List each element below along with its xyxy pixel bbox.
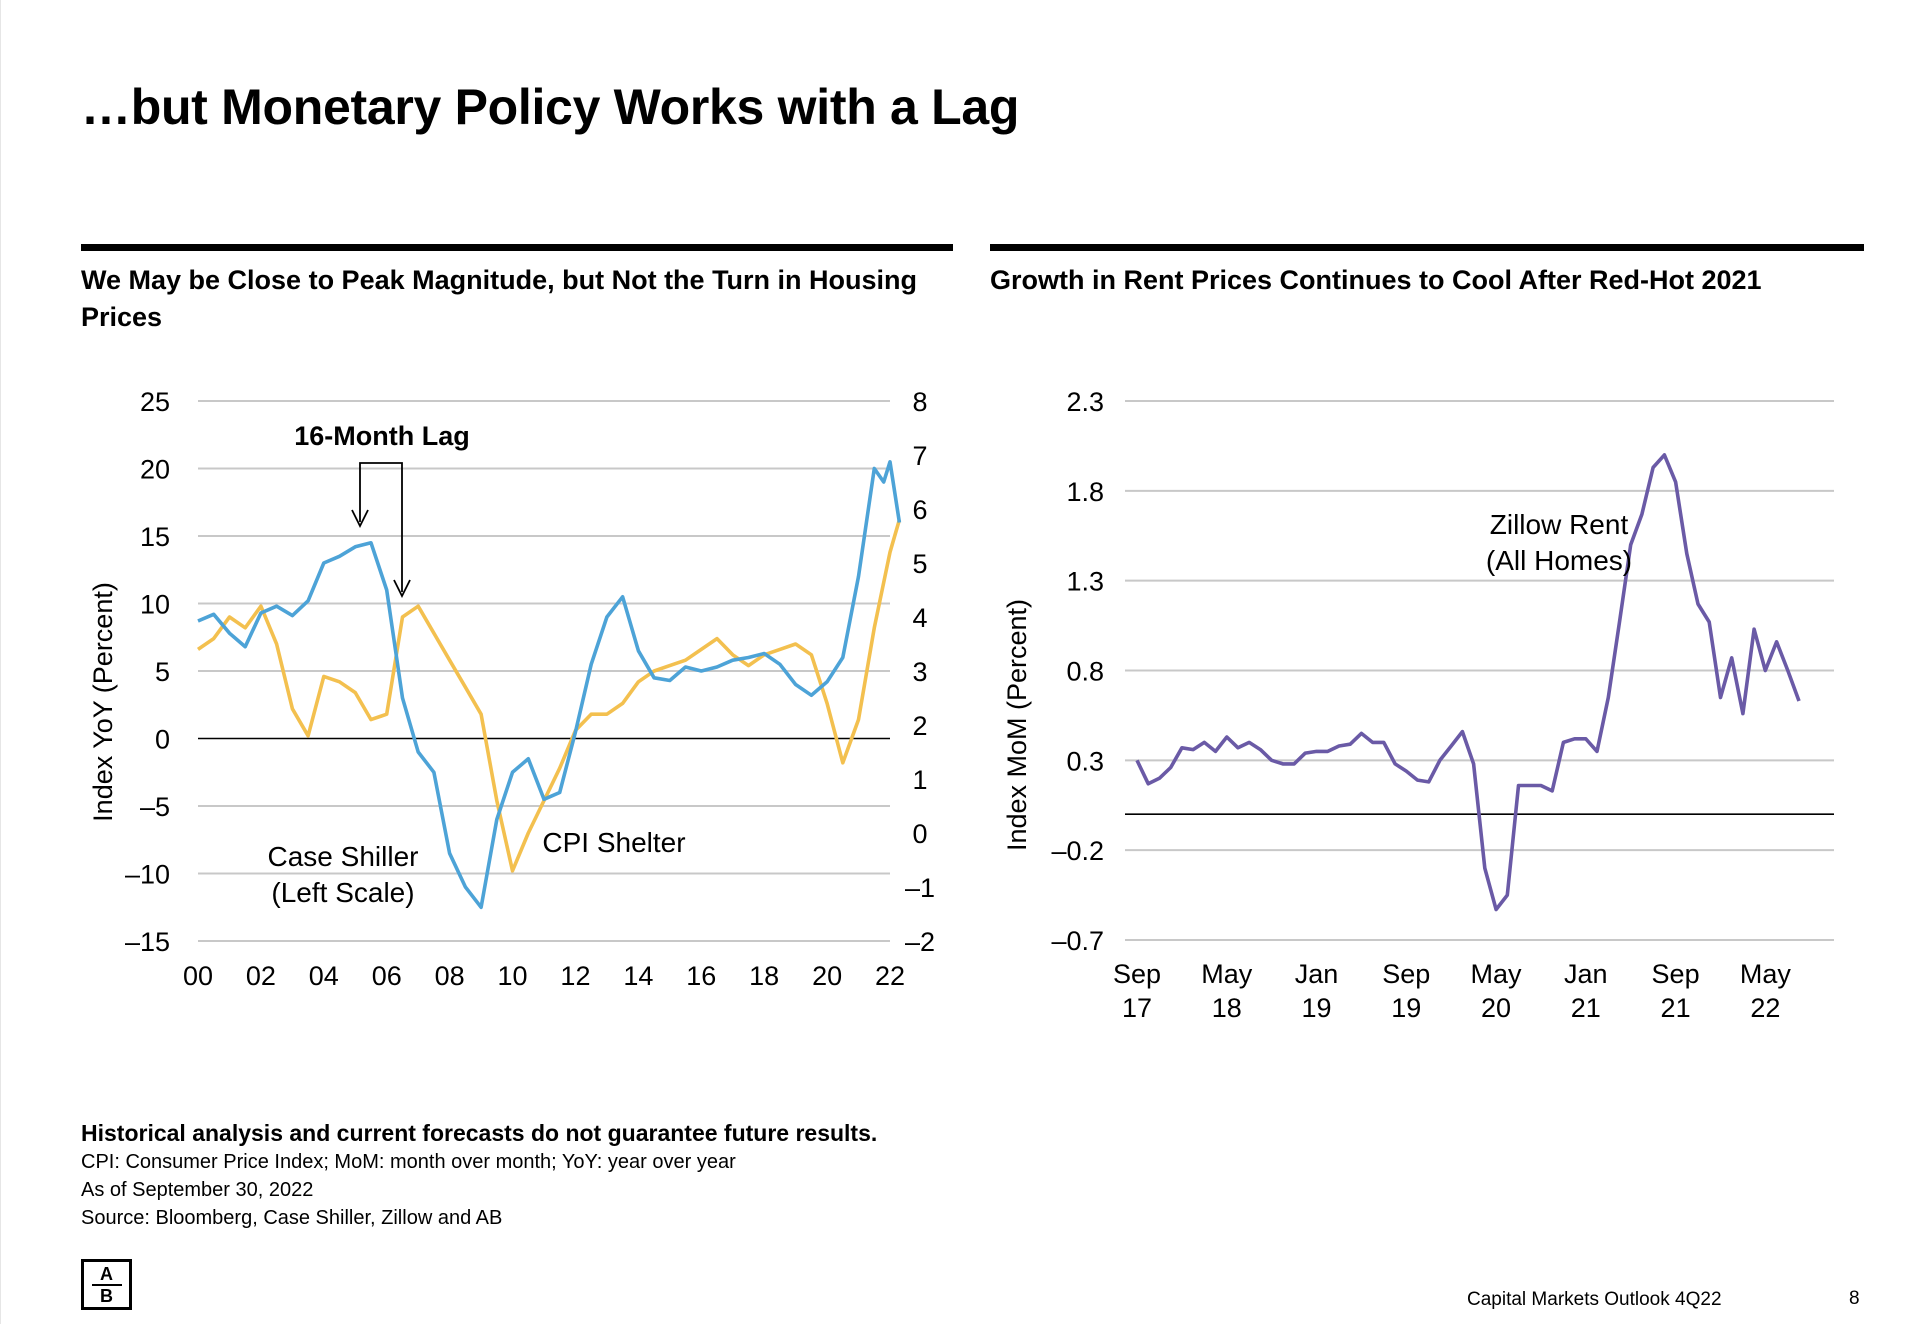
right-chart-x-tick-month: May: [1201, 959, 1253, 989]
right-y-tick: 0: [912, 819, 927, 849]
lag-bracket: [351, 462, 411, 599]
right-chart-x-tick-year: 18: [1212, 993, 1242, 1023]
left-y-tick: –15: [125, 927, 170, 957]
right-y-tick: –1: [905, 873, 935, 903]
zillow-rent-line: [1135, 453, 1801, 912]
right-chart-x-tick-month: Jan: [1295, 959, 1339, 989]
right-chart-x-tick-year: 20: [1481, 993, 1511, 1023]
right-chart-y-tick: 1.8: [1066, 477, 1104, 507]
right-chart-x-tick-month: Jan: [1564, 959, 1608, 989]
lag-annotation: 16-Month Lag: [294, 421, 470, 451]
right-y-tick: 2: [912, 711, 927, 741]
left-y-tick: 20: [140, 455, 170, 485]
case-shiller-label-line2: (Left Scale): [271, 877, 414, 908]
left-y-tick: 25: [140, 387, 170, 417]
left-y-tick: –5: [140, 792, 170, 822]
left-gridlines: [198, 400, 890, 942]
x-tick: 16: [686, 961, 716, 991]
zillow-label-line2: (All Homes): [1486, 545, 1632, 576]
abbreviations: CPI: Consumer Price Index; MoM: month ov…: [81, 1151, 736, 1173]
right-chart-x-tick-month: May: [1740, 959, 1792, 989]
right-chart-x-tick-year: 19: [1302, 993, 1332, 1023]
right-chart-x-tick-month: Sep: [1652, 959, 1700, 989]
right-y-tick: 5: [912, 549, 927, 579]
source-note: Source: Bloomberg, Case Shiller, Zillow …: [81, 1207, 503, 1229]
right-y-tick: 7: [912, 441, 927, 471]
cpi-shelter-label: CPI Shelter: [542, 827, 685, 858]
ab-logo: A B: [81, 1259, 132, 1310]
left-y-axis-label: Index YoY (Percent): [88, 582, 118, 822]
x-tick: 22: [875, 961, 905, 991]
cpi-shelter-line: [196, 519, 902, 873]
x-tick: 08: [435, 961, 465, 991]
right-y-tick: –2: [905, 927, 935, 957]
right-panel-rule: [990, 244, 1864, 251]
disclaimer: Historical analysis and current forecast…: [81, 1120, 878, 1146]
logo-letter-a: A: [100, 1263, 113, 1284]
right-tick-labels: 2.3 1.8 1.3 0.8 0.3 –0.2 –0.7 Sep 17 May 18 Jan 19 Se…: [1051, 387, 1791, 1023]
footer-notes: Historical analysis and current forecast…: [81, 1118, 877, 1232]
right-y-tick: 6: [912, 495, 927, 525]
x-tick: 14: [623, 961, 653, 991]
page-title: …but Monetary Policy Works with a Lag: [81, 79, 1020, 135]
right-y-axis-label: Index MoM (Percent): [1002, 599, 1032, 851]
right-gridlines: [1125, 400, 1834, 941]
right-y-tick: 3: [912, 657, 927, 687]
zillow-label-line1: Zillow Rent: [1490, 509, 1629, 540]
left-y-tick: 15: [140, 522, 170, 552]
x-tick: 10: [498, 961, 528, 991]
x-tick: 04: [309, 961, 339, 991]
right-chart-x-tick-month: Sep: [1113, 959, 1161, 989]
right-chart-y-tick: –0.2: [1051, 836, 1104, 866]
right-chart-x-tick-year: 21: [1571, 993, 1601, 1023]
right-chart-y-tick: 0.3: [1066, 746, 1104, 776]
right-y-tick: 8: [912, 387, 927, 417]
page-left-edge: [0, 0, 1, 1324]
x-tick: 06: [372, 961, 402, 991]
left-y-tick: 0: [155, 725, 170, 755]
right-chart-x-tick-year: 22: [1750, 993, 1780, 1023]
case-shiller-line: [197, 459, 902, 910]
logo-letter-b: B: [100, 1285, 113, 1306]
right-chart-x-tick-year: 21: [1661, 993, 1691, 1023]
x-tick: 00: [183, 961, 213, 991]
x-tick: 12: [560, 961, 590, 991]
right-chart-x-tick-month: May: [1471, 959, 1523, 989]
x-tick: 18: [749, 961, 779, 991]
right-chart-x-tick-year: 19: [1391, 993, 1421, 1023]
right-y-tick: 4: [912, 603, 927, 633]
right-y-tick: 1: [912, 765, 927, 795]
left-y-tick: 5: [155, 657, 170, 687]
case-shiller-label-line1: Case Shiller: [268, 841, 419, 872]
right-chart-y-tick: –0.7: [1051, 926, 1104, 956]
left-y-tick: –10: [125, 860, 170, 890]
publication-name: Capital Markets Outlook 4Q22: [1467, 1289, 1722, 1310]
right-chart-y-tick: 1.3: [1066, 567, 1104, 597]
left-panel-rule: [81, 244, 953, 251]
right-chart-y-tick: 0.8: [1066, 657, 1104, 687]
right-chart-y-tick: 2.3: [1066, 387, 1104, 417]
x-tick: 02: [246, 961, 276, 991]
x-tick: 20: [812, 961, 842, 991]
as-of-date: As of September 30, 2022: [81, 1179, 314, 1201]
right-chart-title: Growth in Rent Prices Continues to Cool …: [990, 265, 1762, 295]
logo-divider: [91, 1283, 122, 1286]
left-y-tick: 10: [140, 590, 170, 620]
right-chart-x-tick-year: 17: [1122, 993, 1152, 1023]
rent-growth-chart: 2.3 1.8 1.3 0.8 0.3 –0.2 –0.7 Sep 17 May 18 Jan 19 Se…: [1002, 387, 1834, 1023]
left-chart-title: We May be Close to Peak Magnitude, but N…: [81, 265, 918, 332]
page-number: 8: [1849, 1288, 1860, 1309]
right-chart-x-tick-month: Sep: [1382, 959, 1430, 989]
